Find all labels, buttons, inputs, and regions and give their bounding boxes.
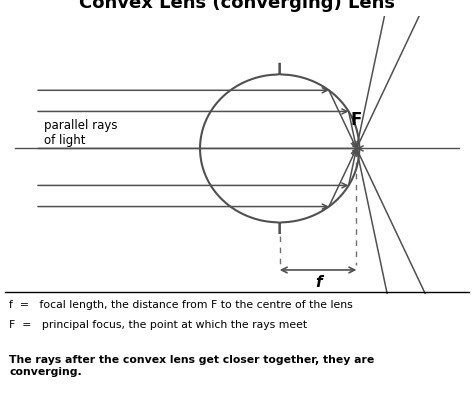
Text: parallel rays
of light: parallel rays of light — [44, 119, 117, 146]
Text: f  =   focal length, the distance from F to the centre of the lens: f = focal length, the distance from F to… — [9, 300, 353, 310]
Text: f: f — [315, 275, 321, 290]
Text: F  =   principal focus, the point at which the rays meet: F = principal focus, the point at which … — [9, 320, 308, 330]
Title: Convex Lens (converging) Lens: Convex Lens (converging) Lens — [79, 0, 395, 12]
Text: F: F — [351, 111, 362, 129]
Text: The rays after the convex lens get closer together, they are
converging.: The rays after the convex lens get close… — [9, 355, 375, 377]
